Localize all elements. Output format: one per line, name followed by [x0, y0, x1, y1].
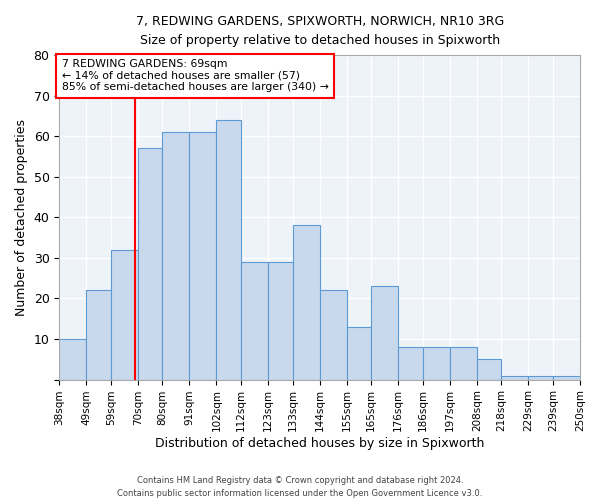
Bar: [190, 132, 217, 380]
Bar: [241, 262, 268, 380]
Bar: [138, 148, 163, 380]
Bar: [477, 360, 502, 380]
Bar: [320, 290, 347, 380]
Title: 7, REDWING GARDENS, SPIXWORTH, NORWICH, NR10 3RG
Size of property relative to de: 7, REDWING GARDENS, SPIXWORTH, NORWICH, …: [136, 15, 504, 47]
X-axis label: Distribution of detached houses by size in Spixworth: Distribution of detached houses by size …: [155, 437, 484, 450]
Bar: [423, 347, 450, 380]
Bar: [450, 347, 477, 380]
Text: 7 REDWING GARDENS: 69sqm
← 14% of detached houses are smaller (57)
85% of semi-d: 7 REDWING GARDENS: 69sqm ← 14% of detach…: [62, 59, 329, 92]
Bar: [347, 327, 371, 380]
Bar: [86, 290, 111, 380]
Y-axis label: Number of detached properties: Number of detached properties: [15, 119, 28, 316]
Bar: [111, 250, 138, 380]
Bar: [217, 120, 241, 380]
Bar: [59, 339, 86, 380]
Bar: [529, 376, 553, 380]
Bar: [268, 262, 293, 380]
Bar: [163, 132, 190, 380]
Bar: [553, 376, 580, 380]
Bar: [371, 286, 398, 380]
Bar: [398, 347, 423, 380]
Bar: [502, 376, 529, 380]
Text: Contains HM Land Registry data © Crown copyright and database right 2024.
Contai: Contains HM Land Registry data © Crown c…: [118, 476, 482, 498]
Bar: [293, 226, 320, 380]
